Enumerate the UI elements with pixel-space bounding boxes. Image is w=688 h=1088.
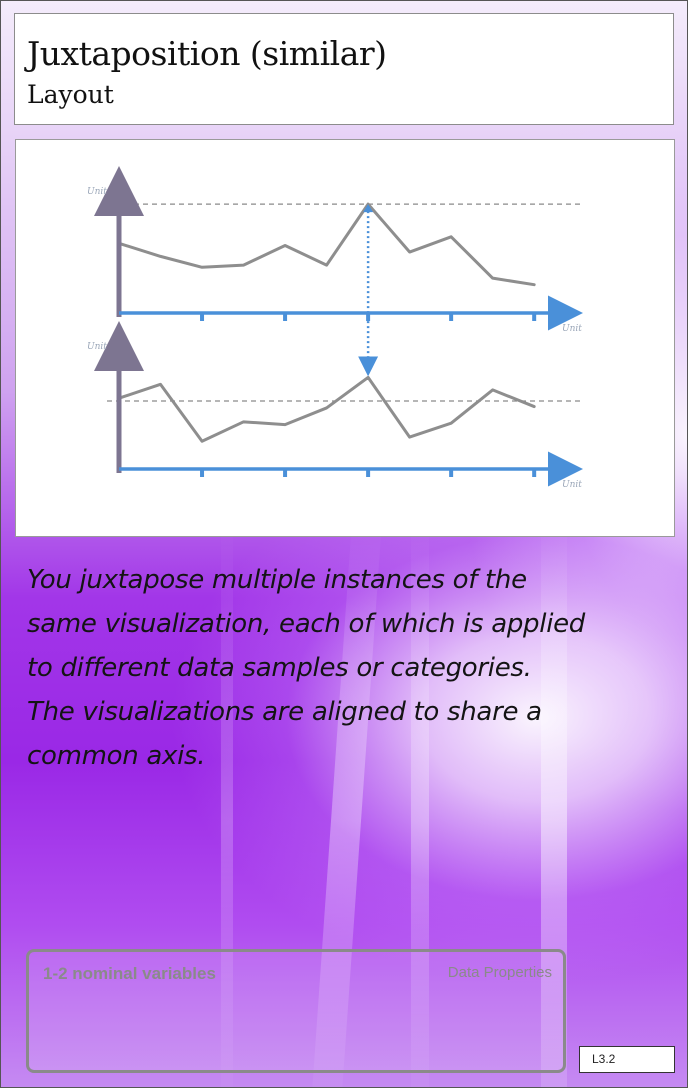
x-axis-label: Unit	[562, 324, 582, 334]
y-axis-label: Unit	[87, 187, 107, 197]
card-id-badge: L3.2	[579, 1046, 675, 1073]
series-line	[117, 202, 536, 287]
series-line	[117, 375, 536, 443]
page-subtitle: Layout	[27, 80, 114, 109]
page-title: Juxtaposition (similar)	[27, 34, 387, 73]
chart-canvas: Unit Unit Unit Unit	[87, 166, 584, 490]
data-properties-value: 1-2 nominal variables	[43, 964, 216, 983]
x-axis-label: Unit	[562, 480, 582, 490]
data-properties-box: 1-2 nominal variables Data Properties	[26, 949, 566, 1073]
alignment-arrow-head-top	[363, 204, 374, 213]
juxtaposed-line-charts: Unit Unit Unit Unit	[15, 139, 675, 537]
card-header: Juxtaposition (similar) Layout	[14, 13, 674, 125]
y-axis-label: Unit	[87, 342, 107, 352]
data-properties-label: Data Properties	[447, 964, 552, 981]
pattern-description: You juxtapose multiple instances of the …	[27, 565, 586, 771]
